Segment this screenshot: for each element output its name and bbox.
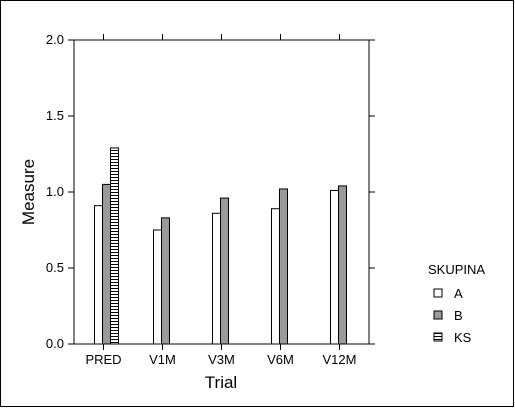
legend-label-a: A — [454, 286, 463, 301]
x-axis-title: Trial — [205, 373, 237, 392]
y-tick-label: 2.0 — [46, 32, 64, 47]
bar-b-v3m — [220, 197, 229, 345]
legend-swatch-a — [433, 288, 443, 298]
legend-swatch-b — [433, 310, 443, 320]
x-tick-label: PRED — [85, 352, 121, 367]
legend-title: SKUPINA — [428, 262, 485, 277]
bar-b-v12m — [338, 185, 347, 345]
x-tick-label: V12M — [323, 352, 357, 367]
y-tick-label: 0.0 — [46, 336, 64, 351]
bar-b-v1m — [161, 217, 170, 345]
y-axis-title: Measure — [19, 159, 38, 225]
bar-a-v3m — [212, 212, 221, 345]
bar-a-v1m — [153, 229, 162, 345]
legend-label-ks: KS — [454, 330, 472, 345]
y-tick-label: 1.0 — [46, 184, 64, 199]
bar-a-v6m — [271, 208, 280, 345]
bar-b-pred — [102, 183, 111, 345]
bar-b-v6m — [279, 188, 288, 345]
bars — [94, 147, 347, 345]
bar-ks-pred — [110, 147, 119, 345]
x-axis-ticks: PRED V1M V3M V6M V12M — [85, 34, 356, 367]
bar-a-pred — [94, 205, 103, 345]
y-tick-label: 1.5 — [46, 108, 64, 123]
legend: SKUPINA AB KS — [428, 262, 485, 345]
x-tick-label: V3M — [208, 352, 235, 367]
legend-swatch-ks — [433, 332, 443, 342]
y-tick-label: 0.5 — [46, 260, 64, 275]
legend-label-b: B — [454, 308, 463, 323]
x-tick-label: V6M — [267, 352, 294, 367]
bar-a-v12m — [330, 189, 339, 345]
y-axis-ticks: 0.0 0.5 1.0 1.5 2.0 — [46, 32, 375, 351]
x-tick-label: V1M — [149, 352, 176, 367]
